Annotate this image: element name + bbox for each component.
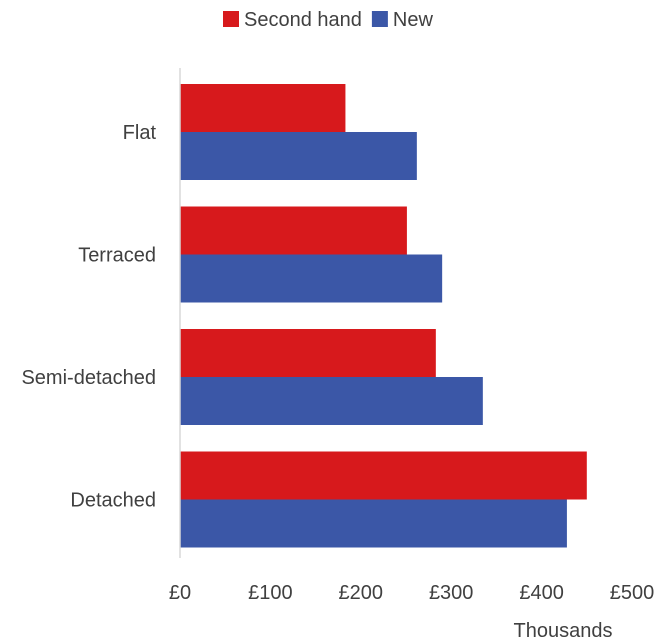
y-tick-label-flat: Flat <box>123 122 157 144</box>
y-axis: Flat Terraced Semi-detached Detached <box>21 68 181 558</box>
y-tick-label-semi-detached: Semi-detached <box>21 367 156 389</box>
legend-swatch-new <box>371 11 388 27</box>
bar-new-terraced <box>180 254 443 303</box>
bars <box>180 84 587 548</box>
x-tick-label-100: £100 <box>248 582 293 604</box>
x-tick-label-200: £200 <box>339 582 384 604</box>
x-axis-unit-label: Thousands <box>514 620 613 642</box>
legend-label-second-hand: Second hand <box>244 9 362 31</box>
bar-second-hand-flat <box>180 84 346 132</box>
bar-new-detached <box>180 499 567 548</box>
x-tick-label-300: £300 <box>429 582 474 604</box>
x-tick-label-0: £0 <box>169 582 191 604</box>
x-axis: £0 £100 £200 £300 £400 £500 <box>169 582 654 604</box>
y-tick-label-detached: Detached <box>70 490 156 512</box>
bar-new-flat <box>180 132 417 180</box>
y-tick-label-terraced: Terraced <box>78 245 156 267</box>
bar-new-semi-detached <box>180 377 483 425</box>
x-tick-label-500: £500 <box>610 582 655 604</box>
bar-second-hand-detached <box>180 451 587 500</box>
legend-swatch-second-hand <box>223 11 239 27</box>
bar-second-hand-terraced <box>180 206 407 255</box>
bar-second-hand-semi-detached <box>180 329 436 377</box>
legend: Second hand New <box>223 9 433 31</box>
x-tick-label-400: £400 <box>519 582 564 604</box>
legend-label-new: New <box>393 9 434 31</box>
